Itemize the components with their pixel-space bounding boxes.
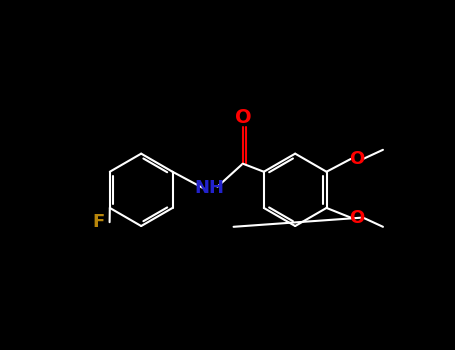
Text: O: O: [349, 209, 364, 226]
Text: NH: NH: [195, 179, 225, 197]
Text: O: O: [349, 150, 364, 168]
Text: F: F: [92, 213, 104, 231]
Text: O: O: [235, 108, 252, 127]
